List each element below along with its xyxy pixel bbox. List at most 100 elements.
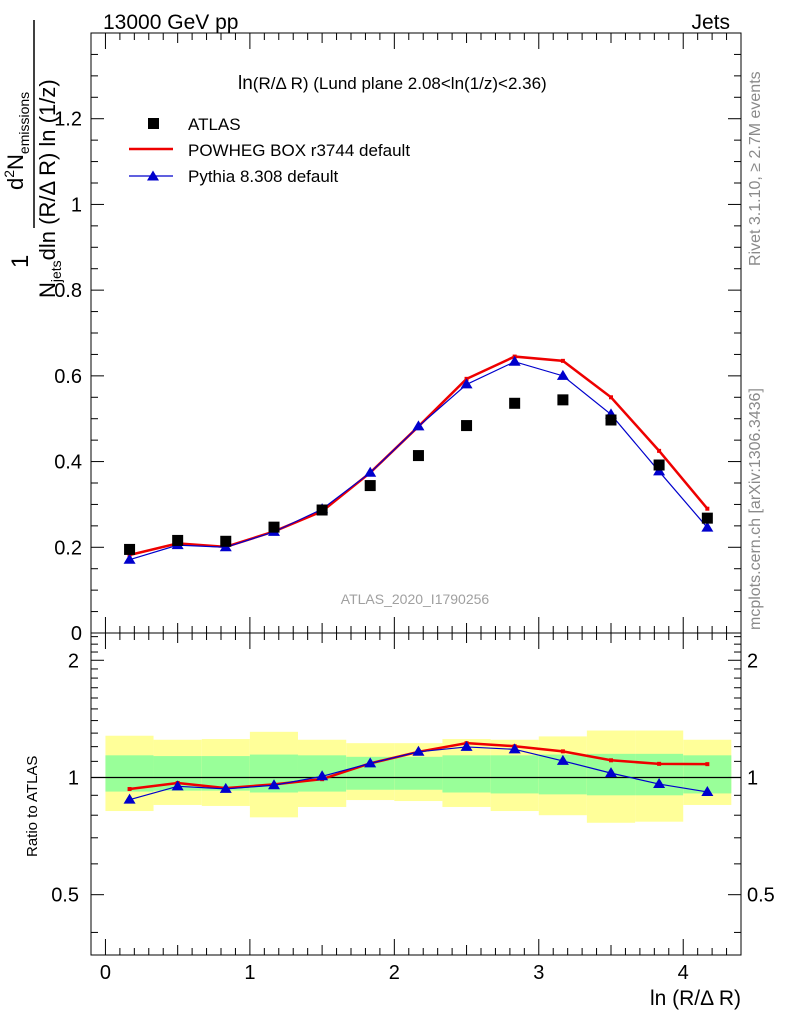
ylabel-num-sup: 2 <box>1 170 17 178</box>
xtick-label: 2 <box>389 962 400 984</box>
legend-item-atlas: ATLAS <box>148 115 241 134</box>
rivet-label: Rivet 3.1.10, ≥ 2.7M events <box>747 71 764 266</box>
pythia-point <box>701 521 714 532</box>
ratio-powheg-point <box>560 749 565 754</box>
atlas-data-point <box>364 480 376 492</box>
main-series <box>123 354 714 564</box>
ratio-pythia-point <box>268 779 281 790</box>
ratio-powheg-point <box>127 787 132 792</box>
pythia-point <box>556 369 569 380</box>
ylabel-denominator: Njetsdln (R/Δ R) ln (1/z) <box>35 79 64 298</box>
ratio-band-inner <box>635 753 684 796</box>
legend-atlas-marker <box>148 118 159 129</box>
ylabel-den-N: N <box>35 282 60 298</box>
atlas-data-point <box>509 397 521 409</box>
ylabel-one: 1 <box>7 255 34 268</box>
atlas-data-point <box>701 512 713 524</box>
ratio-pythia-point <box>508 743 521 754</box>
ratio-ylabel: Ratio to ATLAS <box>24 756 41 857</box>
ratio-powheg-point <box>609 758 613 763</box>
ylabel-den-sub: jets <box>48 260 64 283</box>
atlas-data-point <box>172 534 184 546</box>
ratio-pythia-point <box>171 780 184 791</box>
ratio-band-inner <box>394 756 443 790</box>
ratio-pythia-point <box>364 757 377 768</box>
main-ytick-label: 0.6 <box>54 366 82 388</box>
atlas-data-point <box>220 535 232 547</box>
ylabel-num-sub: emissions <box>16 92 32 154</box>
main-ytick-label: 0.8 <box>54 280 82 302</box>
ratio-ytick-label-right: 2 <box>747 650 758 672</box>
ratio-powheg-point <box>657 761 662 766</box>
ratio-ytick-label-left: 0.5 <box>51 885 79 907</box>
legend-item-pythia: Pythia 8.308 default <box>129 167 339 186</box>
powheg-point <box>657 448 662 453</box>
ratio-band-inner <box>105 755 154 792</box>
mcplots-label: mcplots.cern.ch [arXiv:1306.3436] <box>747 388 764 630</box>
main-ytick-label: 0 <box>71 623 82 645</box>
analysis-watermark: ATLAS_2020_I1790256 <box>341 591 490 607</box>
ratio-axis-ticks: 0.5 0.5 1 1 2 2 0 1 2 3 4 <box>51 633 775 984</box>
ratio-powheg-point <box>705 762 710 767</box>
legend-atlas-label: ATLAS <box>188 115 241 134</box>
ratio-pythia-point <box>460 740 473 751</box>
ratio-ytick-label-right: 1 <box>747 767 758 789</box>
atlas-data-point <box>653 459 665 471</box>
ratio-uncertainty-bands <box>105 730 732 823</box>
main-ytick-label: 1.2 <box>54 109 82 131</box>
legend-pythia-label: Pythia 8.308 default <box>188 167 339 186</box>
ratio-ytick-label-right: 0.5 <box>747 885 775 907</box>
ratio-pythia-point <box>556 754 569 765</box>
ratio-band-inner <box>490 755 539 794</box>
ratio-panel-frame <box>90 632 742 956</box>
legend-pythia-marker <box>147 170 159 181</box>
legend-powheg-label: POWHEG BOX r3744 default <box>188 141 410 160</box>
pythia-point <box>123 553 136 564</box>
ylabel-num-d: d <box>3 178 28 190</box>
ratio-pythia-point <box>701 785 714 796</box>
pythia-point <box>364 466 377 477</box>
x-axis-label: ln (R/Δ R) <box>650 987 741 1010</box>
atlas-data-point <box>268 521 280 533</box>
ratio-pythia-point <box>316 770 329 781</box>
title-rest: (Lund plane 2.08<ln(1/z)<2.36) <box>309 74 547 93</box>
header-left: 13000 GeV pp <box>103 11 238 34</box>
ratio-pythia-point <box>653 778 666 789</box>
ratio-ytick-label-left: 1 <box>68 767 79 789</box>
powheg-point <box>560 358 565 363</box>
ratio-band-inner <box>442 755 491 793</box>
legend-item-powheg: POWHEG BOX r3744 default <box>129 141 410 160</box>
ratio-pythia-point <box>412 745 425 756</box>
ratio-pythia-point <box>123 793 136 804</box>
powheg-point <box>705 506 710 511</box>
main-ylabel: 1 d2Nemissions Njetsdln (R/Δ R) ln (1/z) <box>1 20 64 298</box>
main-ytick-label: 0.2 <box>54 537 82 559</box>
atlas-data-point <box>557 394 569 406</box>
pythia-point <box>508 355 521 366</box>
ylabel-numerator: d2Nemissions <box>1 92 32 190</box>
ratio-pythia-point <box>219 782 232 793</box>
pythia-point <box>412 420 425 431</box>
atlas-data-point <box>124 543 136 555</box>
atlas-data-point <box>316 504 328 516</box>
pythia-point <box>460 378 473 389</box>
atlas-data-point <box>461 420 473 432</box>
ylabel-den-rest: dln (R/Δ R) ln (1/z) <box>35 79 60 260</box>
title-ln: ln <box>238 73 253 94</box>
ratio-series <box>123 740 714 804</box>
xtick-label: 3 <box>533 962 544 984</box>
main-ytick-label: 1 <box>71 194 82 216</box>
atlas-data-point <box>605 414 617 426</box>
xtick-label: 4 <box>678 962 689 984</box>
header-right: Jets <box>691 11 730 34</box>
ratio-ytick-label-left: 2 <box>68 650 79 672</box>
title-sub: (R/Δ R) <box>253 74 309 93</box>
ylabel-num-N: N <box>3 154 28 170</box>
xtick-label: 0 <box>100 962 111 984</box>
legend: ATLAS POWHEG BOX r3744 default Pythia 8.… <box>129 115 410 186</box>
xtick-label: 1 <box>244 962 255 984</box>
main-ytick-label: 0.4 <box>54 452 82 474</box>
powheg-point <box>609 395 613 400</box>
main-title: ln(R/Δ R) (Lund plane 2.08<ln(1/z)<2.36) <box>238 73 547 94</box>
